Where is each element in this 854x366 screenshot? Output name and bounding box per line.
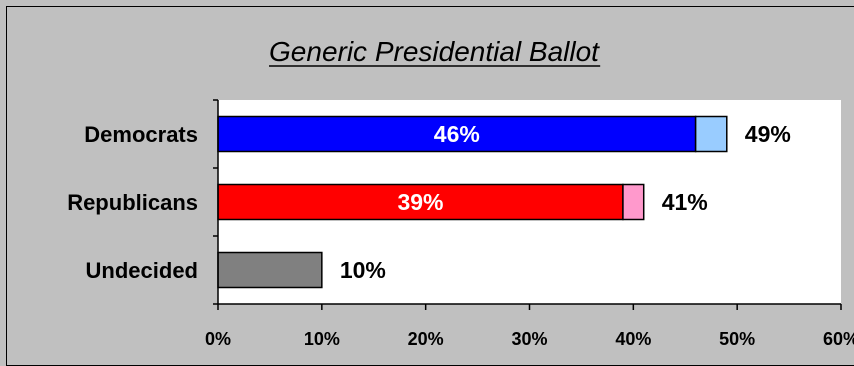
x-tick-label: 10% xyxy=(304,329,340,349)
x-tick-label: 20% xyxy=(408,329,444,349)
x-tick-label: 30% xyxy=(511,329,547,349)
bar-democrats-main xyxy=(217,115,697,153)
bar-democrats-extra xyxy=(694,115,728,153)
chart-svg: Generic Presidential Ballot Democrats 46%… xyxy=(67,36,854,349)
total-label-undecided: 10% xyxy=(340,257,386,283)
category-label-undecided: Undecided xyxy=(86,258,198,283)
total-label-democrats: 49% xyxy=(745,121,791,147)
inner-label-democrats: 46% xyxy=(434,121,480,147)
x-tick-label: 50% xyxy=(719,329,755,349)
bar-republicans-main xyxy=(217,183,624,221)
category-label-democrats: Democrats xyxy=(84,122,198,147)
bar-republicans-extra xyxy=(622,183,645,221)
x-tick-label: 40% xyxy=(615,329,651,349)
bar-undecided-main xyxy=(217,251,323,289)
category-label-republicans: Republicans xyxy=(67,190,198,215)
total-label-republicans: 41% xyxy=(662,189,708,215)
chart-frame: Generic Presidential Ballot Democrats 46%… xyxy=(6,6,854,366)
x-tick-label: 60% xyxy=(823,329,854,349)
chart-title: Generic Presidential Ballot xyxy=(269,36,600,67)
x-tick-label: 0% xyxy=(205,329,231,349)
inner-label-republicans: 39% xyxy=(397,189,443,215)
